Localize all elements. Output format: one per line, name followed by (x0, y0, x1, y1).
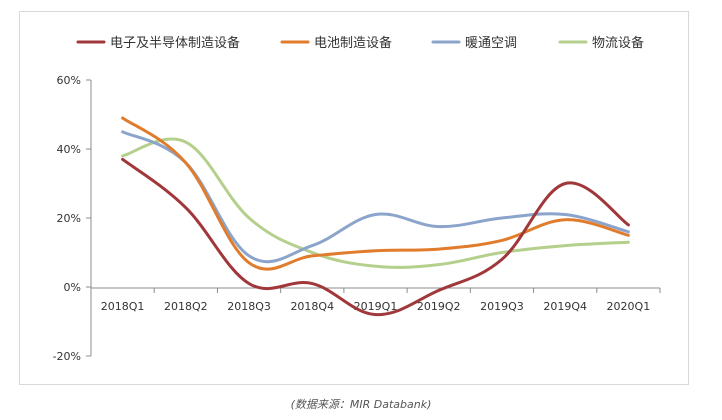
y-tick-label: -20% (53, 350, 81, 363)
y-axis: 60% 40% 20% 0% -20% (53, 74, 92, 363)
series-line (121, 116, 630, 271)
legend-label: 物流设备 (592, 35, 644, 51)
x-tick-label: 2018Q2 (164, 300, 208, 313)
y-tick-label: 20% (57, 212, 81, 225)
x-tick-label: 2019Q2 (417, 300, 461, 313)
y-tick-label: 60% (57, 74, 81, 87)
x-tick-label: 2018Q1 (101, 300, 145, 313)
x-tick-label: 2018Q3 (227, 300, 271, 313)
x-axis: 2018Q1 2018Q2 2018Q3 2018Q4 2019Q1 2019Q2 2019… (90, 287, 661, 313)
series-line (121, 137, 630, 269)
x-tick-label: 2018Q4 (290, 300, 334, 313)
x-tick-label: 2019Q3 (480, 300, 524, 313)
x-tick-label: 2019Q4 (543, 300, 587, 313)
y-tick-label: 40% (57, 143, 81, 156)
x-tick-label: 2019Q1 (354, 300, 398, 313)
chart-frame: 电子及半导体制造设备 电池制造设备 暖通空调 物流设备 60% 40% 20% 0% -20%… (19, 11, 689, 385)
series-lines (121, 116, 630, 317)
line-chart: 电子及半导体制造设备 电池制造设备 暖通空调 物流设备 60% 40% 20% 0% -20%… (53, 35, 661, 363)
series-line (121, 157, 630, 317)
legend-label: 电子及半导体制造设备 (110, 35, 240, 51)
x-tick-label: 2020Q1 (607, 300, 651, 313)
legend-label: 暖通空调 (465, 36, 517, 51)
source-note: (数据来源：MIR Databank) (290, 398, 432, 411)
legend: 电子及半导体制造设备 电池制造设备 暖通空调 物流设备 (76, 35, 644, 51)
legend-label: 电池制造设备 (314, 35, 392, 51)
y-tick-label: 0% (64, 281, 81, 294)
